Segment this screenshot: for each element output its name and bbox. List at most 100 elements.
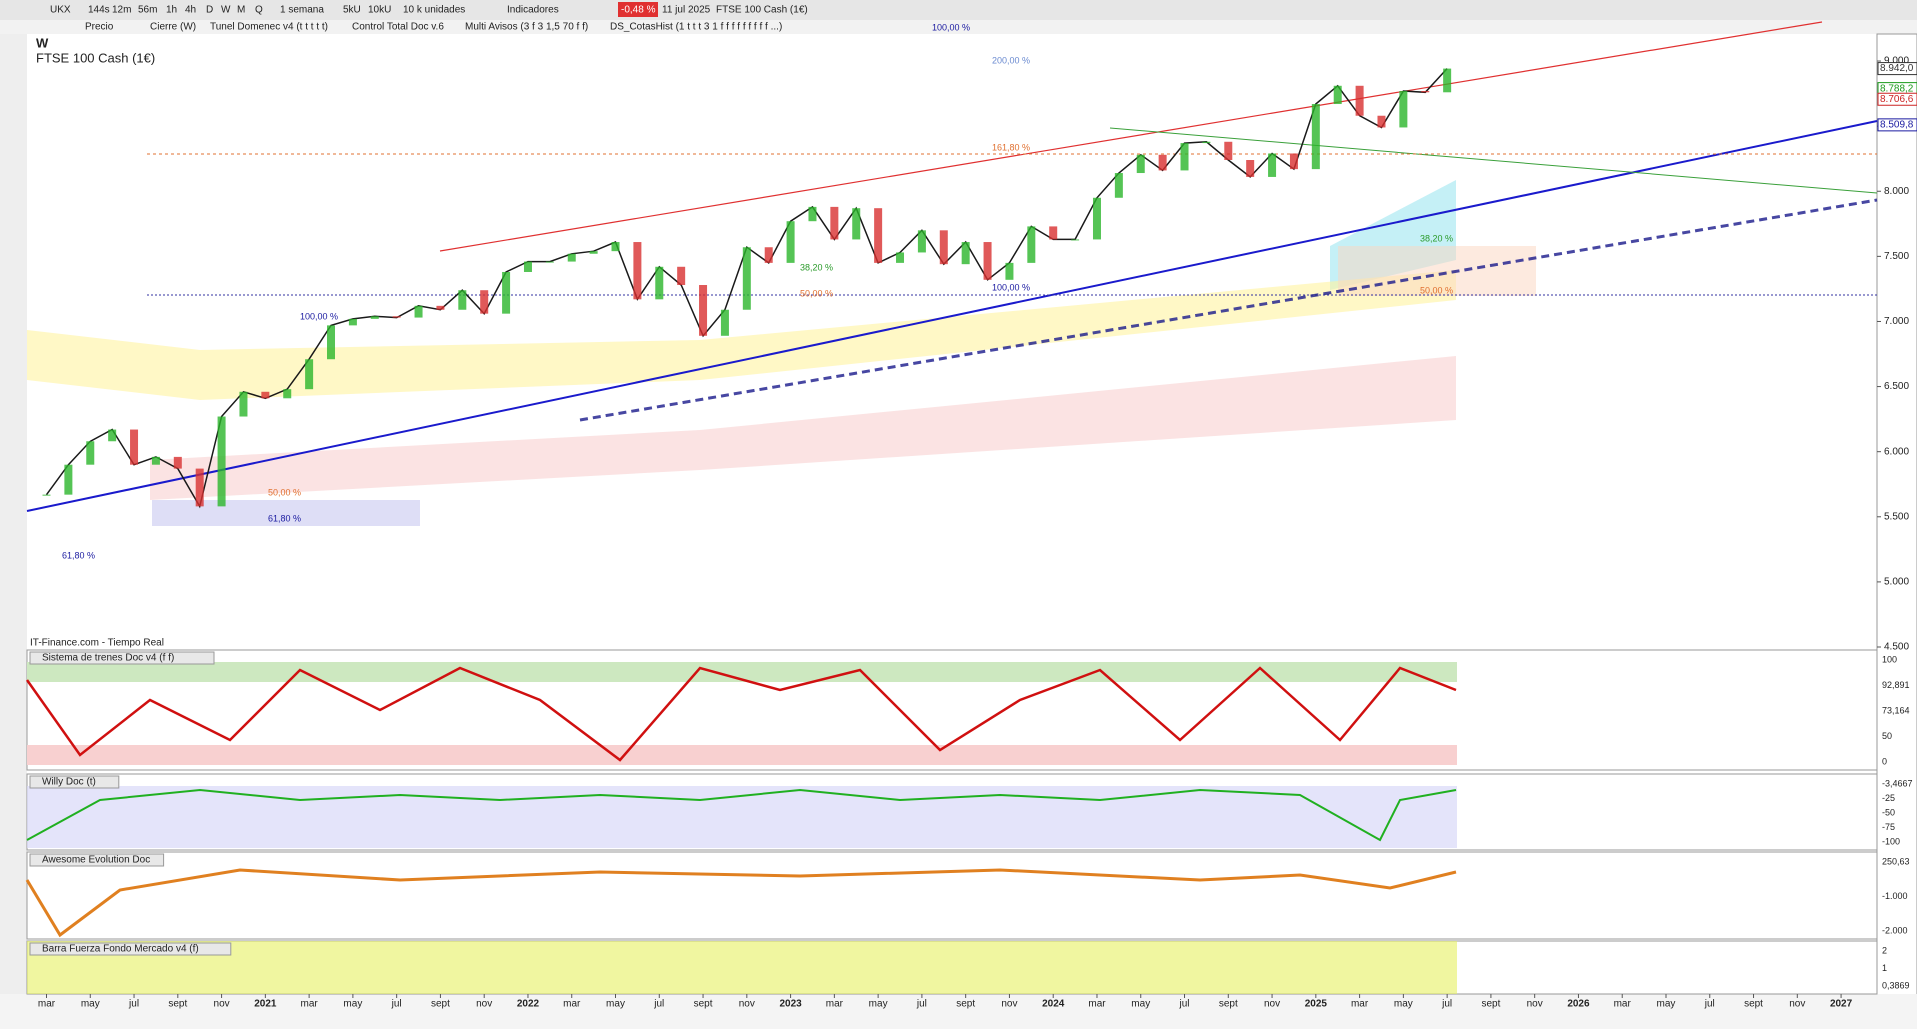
panel-title-box: [29, 942, 232, 956]
units-button[interactable]: 10kU: [368, 5, 391, 16]
fib-label: 161,80 %: [992, 142, 1030, 152]
candle: [567, 253, 576, 262]
price-badge: [1877, 62, 1917, 76]
x-tick-label: may: [81, 999, 100, 1010]
trendline: [439, 21, 1823, 252]
period-button[interactable]: 12m: [112, 5, 131, 16]
panel-title-box: [29, 853, 165, 867]
candle: [1333, 85, 1342, 105]
candle: [502, 271, 511, 314]
candle: [1114, 173, 1123, 198]
candle: [414, 305, 423, 318]
x-tick-label: jul: [916, 999, 927, 1010]
panel-title: Sistema de trenes Doc v4 (f f): [42, 653, 174, 664]
change: -0,48 %: [621, 5, 656, 16]
x-tick-label: sept: [956, 999, 975, 1010]
candle: [1092, 197, 1101, 240]
indicator-tag[interactable]: Precio: [85, 22, 114, 33]
price-label: 8.942,0: [1880, 63, 1914, 74]
indicators-button[interactable]: Indicadores: [507, 5, 559, 16]
period-button[interactable]: M: [237, 5, 245, 16]
indicator-tag[interactable]: DS_CotasHist (1 t t t 3 1 f f f f f f f …: [610, 22, 782, 33]
panel-axis-label: 0,3869: [1882, 980, 1910, 990]
y-tick-label: 8.000: [1884, 186, 1909, 197]
period-button[interactable]: 1h: [166, 5, 177, 16]
price-badge: [1877, 118, 1917, 132]
period-button[interactable]: 4h: [185, 5, 196, 16]
period-button[interactable]: W: [221, 5, 231, 16]
candle: [808, 206, 817, 222]
x-tick-label: mar: [826, 999, 844, 1010]
date: 11 jul 2025: [662, 5, 711, 16]
x-tick-label: mar: [1614, 999, 1632, 1010]
indicator-tag[interactable]: Control Total Doc v.6: [352, 22, 444, 33]
x-tick-label: jul: [653, 999, 664, 1010]
x-tick-label: nov: [1527, 999, 1543, 1010]
oscillator-line: [26, 788, 1457, 842]
cloud-band: [27, 270, 1456, 400]
candle: [86, 441, 95, 465]
cloud-band: [150, 356, 1456, 500]
range-select[interactable]: 1 semana: [280, 5, 324, 16]
candle: [655, 266, 664, 300]
panel-axis-label: 1: [1882, 963, 1887, 973]
indicator-tag[interactable]: Tunel Domenec v4 (t t t t t): [210, 22, 328, 33]
price-badge: [1877, 92, 1917, 106]
left-toolbar: [0, 34, 27, 1029]
panel-axis-label: 50: [1882, 731, 1892, 741]
x-tick-label: may: [343, 999, 362, 1010]
x-tick-label: nov: [476, 999, 492, 1010]
candle: [1224, 141, 1233, 161]
price-label: 8.706,6: [1880, 94, 1914, 105]
trendline: [26, 120, 1878, 512]
x-tick-label: jul: [128, 999, 139, 1010]
units-select[interactable]: 10 k unidades: [403, 5, 465, 16]
candle: [458, 290, 467, 310]
x-tick-label: jul: [391, 999, 402, 1010]
panel-axis-label: 100: [1882, 654, 1897, 664]
trendline: [1109, 127, 1878, 194]
candle: [151, 456, 160, 465]
moving-average: [579, 198, 1878, 422]
indicator-tag[interactable]: Multi Avisos (3 f 3 1,5 70 f f): [465, 22, 588, 33]
fib-label: 200,00 %: [992, 55, 1030, 65]
candle: [1005, 262, 1014, 280]
x-tick-label: 2026: [1567, 999, 1590, 1010]
symbol[interactable]: UKX: [50, 5, 71, 16]
x-tick-label: 2023: [779, 999, 802, 1010]
x-tick-label: sept: [1219, 999, 1238, 1010]
period-button[interactable]: 56m: [138, 5, 157, 16]
candle: [1421, 90, 1430, 93]
x-tick-label: may: [1657, 999, 1676, 1010]
x-tick-label: may: [606, 999, 625, 1010]
price-axis: [1876, 33, 1917, 1029]
price-label: 8.509,8: [1880, 120, 1914, 131]
panel-title: Willy Doc (t): [42, 777, 96, 788]
period-button[interactable]: D: [206, 5, 213, 16]
candle: [939, 230, 948, 265]
x-tick-label: nov: [1789, 999, 1805, 1010]
candle: [173, 456, 182, 469]
period-button[interactable]: 144s: [88, 5, 110, 16]
period-button[interactable]: Q: [255, 5, 263, 16]
candle: [1158, 154, 1167, 171]
candle: [589, 251, 598, 254]
candle: [720, 309, 729, 336]
units-button[interactable]: 5kU: [343, 5, 361, 16]
x-tick-label: nov: [214, 999, 230, 1010]
y-tick-label: 6.000: [1884, 446, 1909, 457]
candle: [283, 389, 292, 399]
candle: [742, 247, 751, 310]
candle: [261, 391, 270, 399]
candle: [545, 261, 554, 263]
candle: [108, 429, 117, 442]
price-line: [45, 68, 1448, 509]
change-badge: [618, 2, 658, 17]
candle: [1311, 104, 1320, 170]
source: IT-Finance.com - Tiempo Real: [30, 638, 164, 649]
panel-axis-label: 73,164: [1882, 705, 1910, 715]
panel-axis-label: 92,891: [1882, 680, 1910, 690]
candle: [217, 416, 226, 507]
indicator-tag[interactable]: Cierre (W): [150, 22, 196, 33]
